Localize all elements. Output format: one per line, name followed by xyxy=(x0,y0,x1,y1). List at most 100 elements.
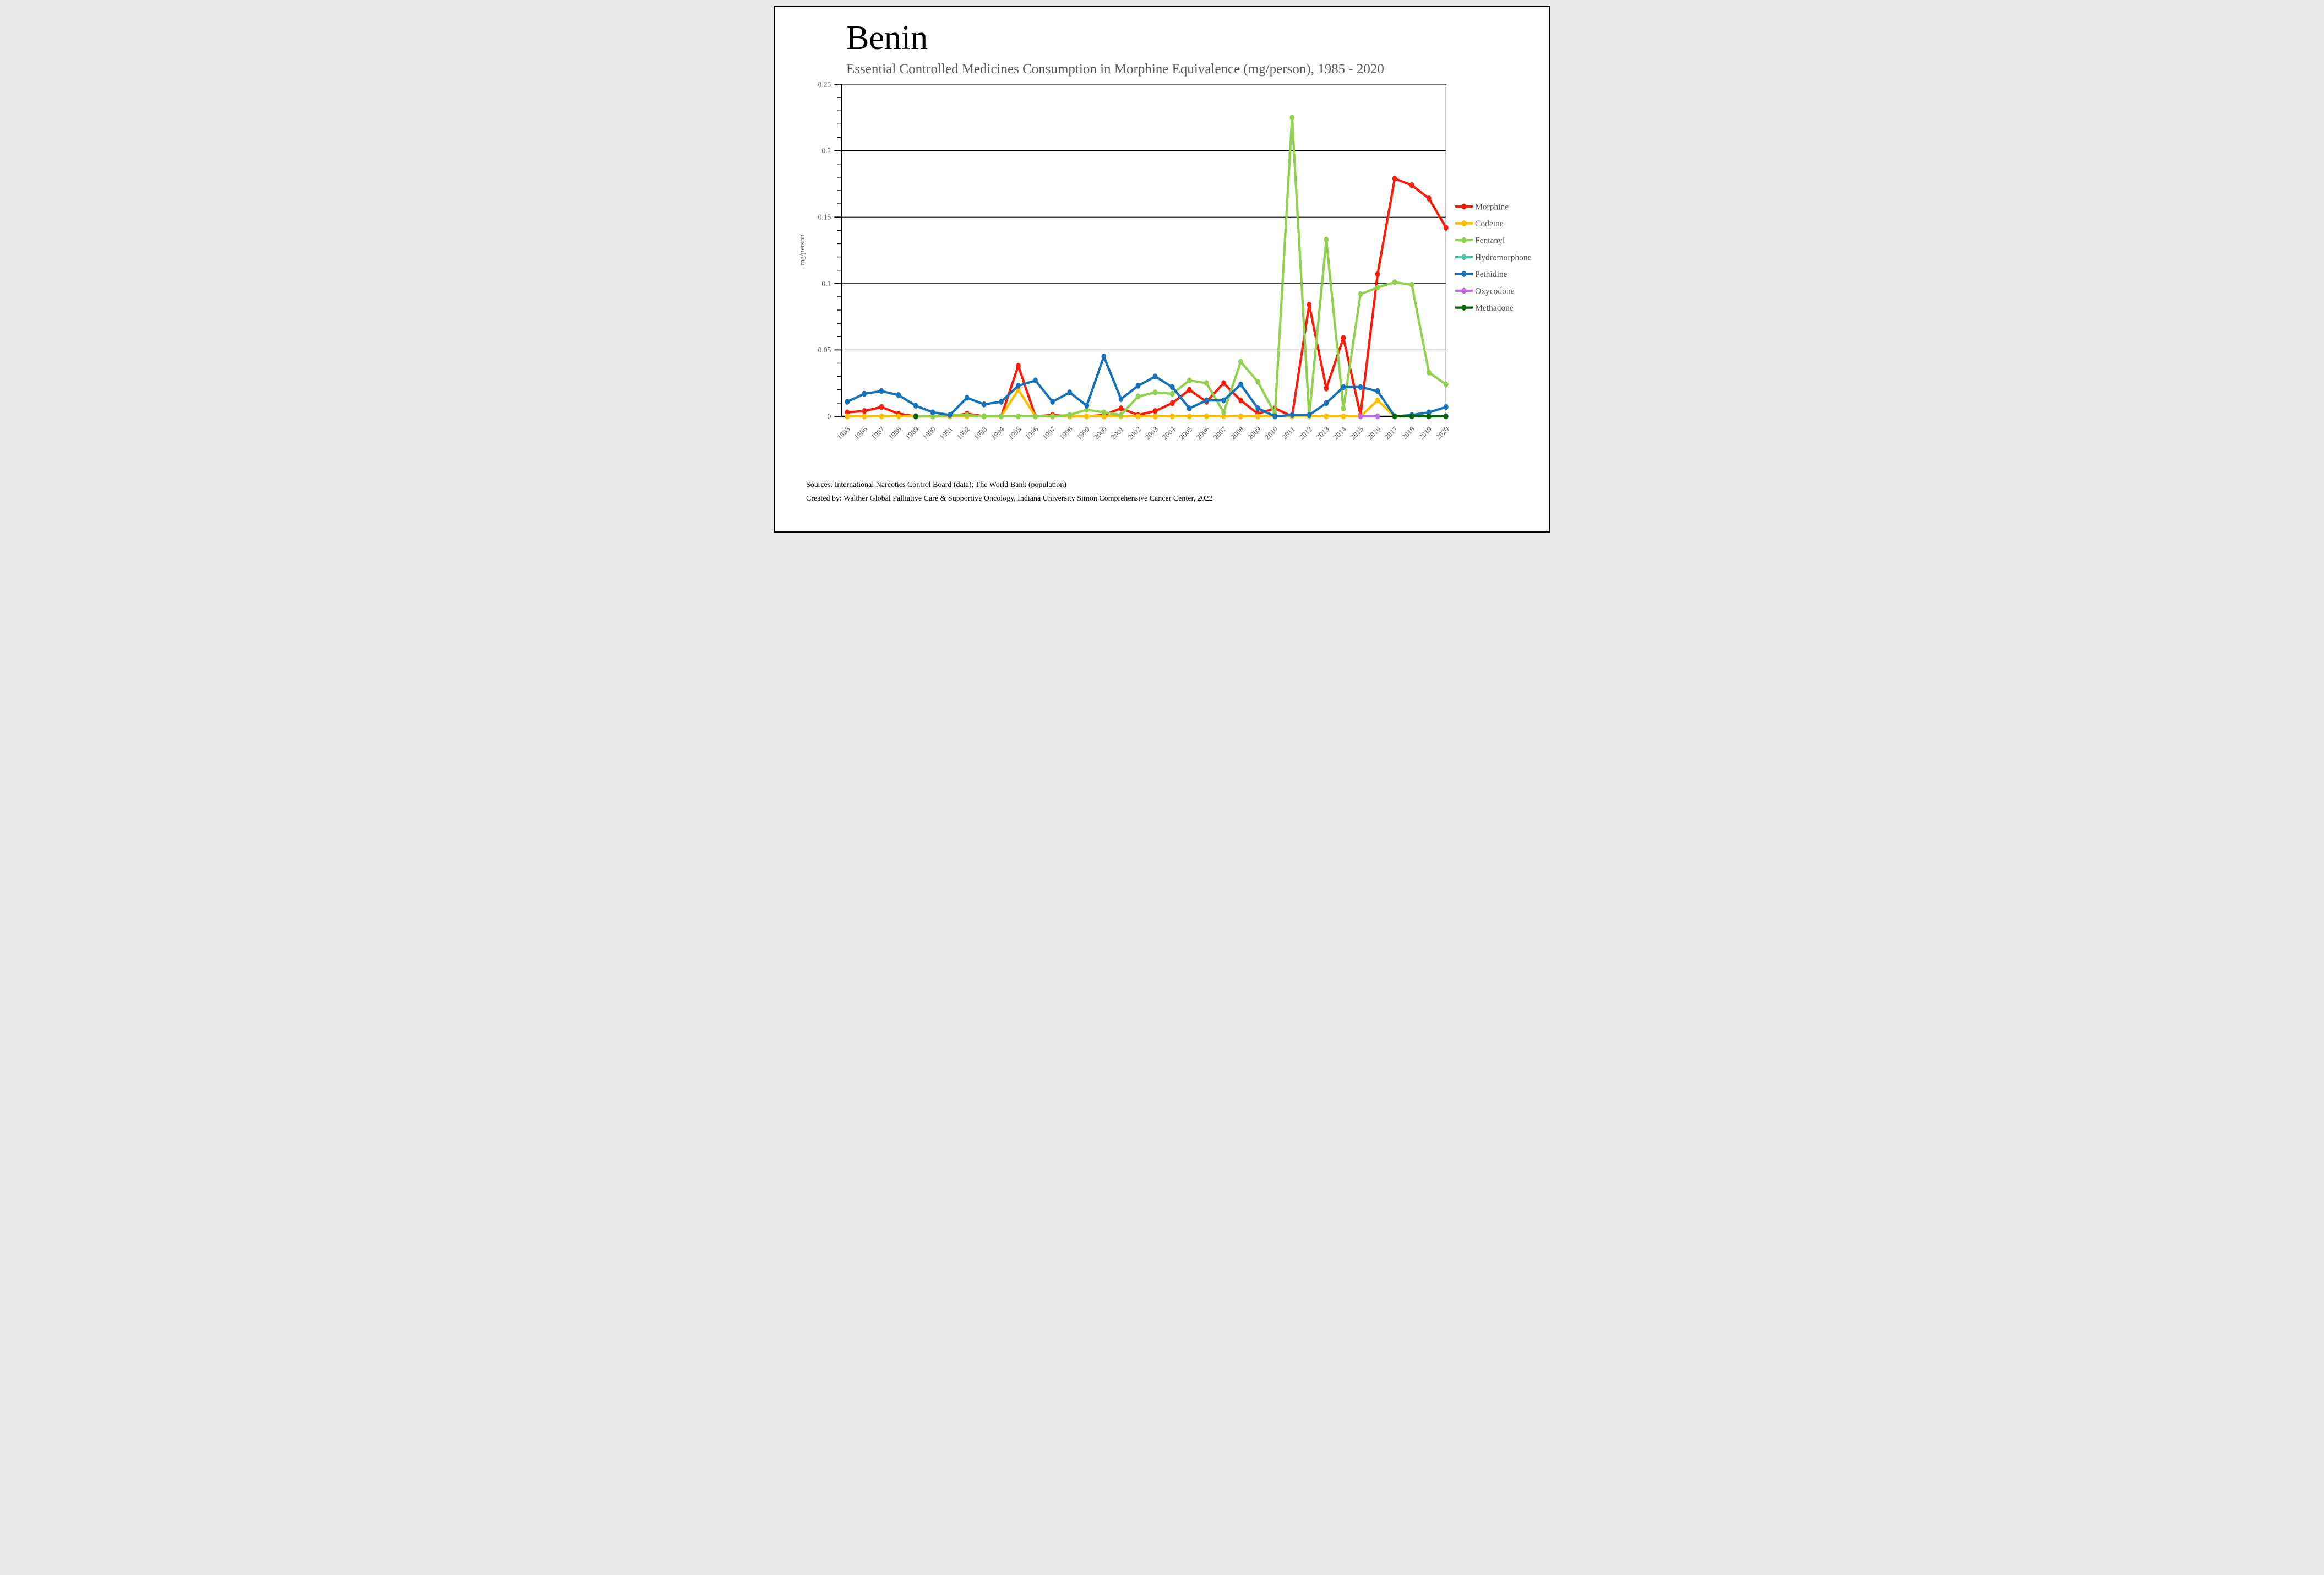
x-tick-label: 1994 xyxy=(989,425,1006,441)
x-tick-label: 2012 xyxy=(1297,425,1314,442)
data-point xyxy=(1204,380,1209,387)
data-point xyxy=(1324,236,1329,243)
series-line-pethidine xyxy=(846,355,1447,418)
x-tick-label: 2013 xyxy=(1314,425,1331,441)
data-point xyxy=(1084,413,1090,420)
x-tick-label: 2000 xyxy=(1092,425,1108,441)
legend-item-hydromorphone: Hydromorphone xyxy=(1455,253,1532,262)
data-point xyxy=(1152,389,1158,395)
data-point xyxy=(1307,301,1312,308)
x-tick-label: 2005 xyxy=(1178,425,1194,441)
data-point xyxy=(1204,397,1209,404)
data-point xyxy=(1221,380,1226,387)
x-tick-label: 2010 xyxy=(1263,425,1280,441)
data-point xyxy=(1033,377,1038,384)
data-point xyxy=(1016,362,1021,369)
legend-marker-dot xyxy=(1461,203,1467,210)
data-point xyxy=(1152,373,1158,380)
y-tick-label: 0.15 xyxy=(818,213,831,221)
data-point xyxy=(930,409,935,416)
data-point xyxy=(879,388,884,394)
data-point xyxy=(1324,385,1329,392)
series-methadone xyxy=(913,413,1449,420)
data-point xyxy=(982,413,987,420)
data-point xyxy=(1033,413,1038,420)
data-point xyxy=(1135,413,1141,420)
data-point xyxy=(1204,413,1209,420)
x-tick-label: 1991 xyxy=(938,425,955,442)
sources-line1: Sources: International Narcotics Control… xyxy=(806,481,1067,489)
data-point xyxy=(1050,413,1055,420)
data-point xyxy=(1187,377,1192,384)
legend-marker-dot xyxy=(1461,220,1467,226)
data-point xyxy=(1187,387,1192,393)
data-point xyxy=(1255,378,1260,385)
data-point xyxy=(1187,413,1192,420)
x-tick-label: 2009 xyxy=(1246,425,1262,441)
data-point xyxy=(1101,409,1107,416)
data-point xyxy=(1324,400,1329,406)
x-tick-label: 1990 xyxy=(921,425,938,441)
data-point xyxy=(1375,271,1380,278)
data-point xyxy=(1427,370,1432,376)
legend-label: Hydromorphone xyxy=(1475,253,1532,262)
data-point xyxy=(1135,393,1141,400)
legend-label: Oxycodone xyxy=(1475,287,1515,296)
legend-item-morphine: Morphine xyxy=(1455,203,1509,212)
data-point xyxy=(999,413,1004,420)
legend-marker-dot xyxy=(1461,287,1467,294)
legend-label: Morphine xyxy=(1475,203,1509,212)
data-point xyxy=(1324,413,1329,420)
page-subtitle: Essential Controlled Medicines Consumpti… xyxy=(846,62,1384,77)
x-tick-label: 2007 xyxy=(1212,425,1228,441)
x-tick-label: 2020 xyxy=(1434,425,1451,441)
data-point xyxy=(1358,384,1363,390)
data-point xyxy=(1152,413,1158,420)
data-point xyxy=(1187,405,1192,411)
data-point xyxy=(1169,390,1175,397)
data-point xyxy=(1135,383,1141,389)
x-tick-label: 2018 xyxy=(1400,425,1417,441)
x-tick-label: 1997 xyxy=(1041,425,1057,441)
data-point xyxy=(896,413,901,420)
data-point xyxy=(1067,412,1073,418)
legend-label: Methadone xyxy=(1475,303,1514,313)
data-point xyxy=(879,413,884,420)
series-morphine xyxy=(845,175,1449,420)
data-point xyxy=(1427,195,1432,202)
x-tick-label: 1996 xyxy=(1024,425,1040,441)
data-point xyxy=(1016,383,1021,389)
data-point xyxy=(1289,412,1295,418)
x-tick-label: 1985 xyxy=(835,425,852,441)
x-tick-label: 2015 xyxy=(1348,425,1365,441)
legend-item-pethidine: Pethidine xyxy=(1455,270,1507,279)
x-tick-label: 1995 xyxy=(1006,425,1023,441)
data-point xyxy=(1221,397,1226,404)
data-point xyxy=(1444,225,1449,231)
data-point xyxy=(1050,399,1055,405)
x-tick-label: 1992 xyxy=(955,425,972,442)
x-tick-label: 1993 xyxy=(972,425,989,441)
data-point xyxy=(1118,396,1124,403)
data-point xyxy=(845,399,850,405)
legend-marker-dot xyxy=(1461,305,1467,311)
legend-marker-dot xyxy=(1461,254,1467,260)
y-tick-label: 0.1 xyxy=(821,279,831,287)
data-point xyxy=(947,412,953,418)
legend-label: Fentanyl xyxy=(1475,236,1505,246)
data-point xyxy=(999,399,1004,405)
data-point xyxy=(862,408,867,414)
x-tick-label: 2004 xyxy=(1161,425,1177,441)
data-point xyxy=(1238,359,1243,365)
chart-page: Benin Essential Controlled Medicines Con… xyxy=(774,6,1550,533)
legend-item-oxycodone: Oxycodone xyxy=(1455,287,1515,296)
y-tick-label: 0.25 xyxy=(818,80,831,89)
data-point xyxy=(1255,405,1260,411)
data-point xyxy=(1341,335,1346,341)
x-tick-label: 2011 xyxy=(1281,425,1297,441)
series-line-fentanyl xyxy=(914,116,1447,418)
series-pethidine xyxy=(845,354,1449,420)
data-point xyxy=(1375,397,1380,404)
x-tick-label: 1989 xyxy=(904,425,921,441)
